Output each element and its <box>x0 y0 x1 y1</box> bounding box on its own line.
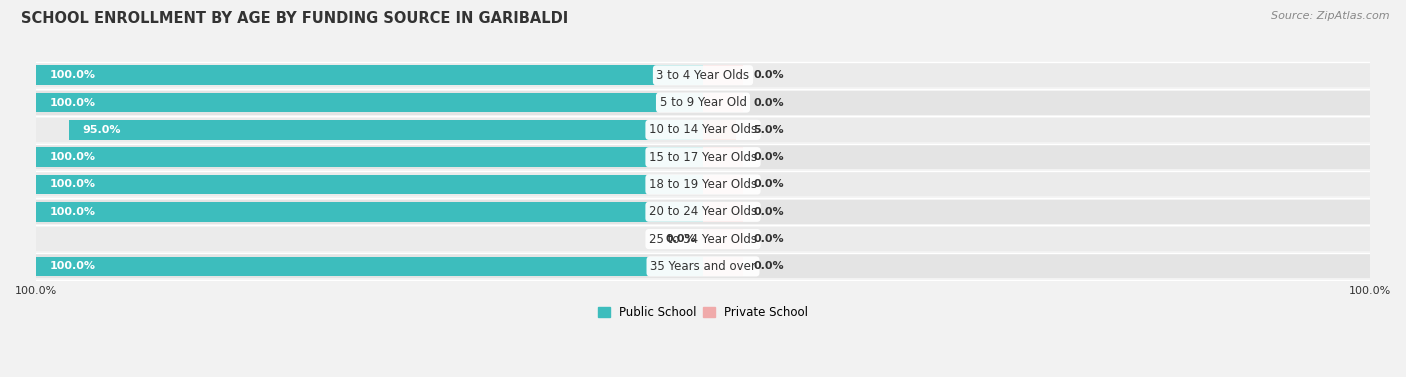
Bar <box>37 175 703 194</box>
Bar <box>37 200 1369 224</box>
Bar <box>703 120 737 140</box>
Text: 100.0%: 100.0% <box>49 70 96 80</box>
Legend: Public School, Private School: Public School, Private School <box>593 302 813 324</box>
Text: 0.0%: 0.0% <box>665 234 696 244</box>
Text: 10 to 14 Year Olds: 10 to 14 Year Olds <box>650 123 756 136</box>
Text: 0.0%: 0.0% <box>754 261 783 271</box>
Text: 0.0%: 0.0% <box>754 98 783 107</box>
Text: 100.0%: 100.0% <box>49 98 96 107</box>
Bar <box>703 257 742 276</box>
Text: SCHOOL ENROLLMENT BY AGE BY FUNDING SOURCE IN GARIBALDI: SCHOOL ENROLLMENT BY AGE BY FUNDING SOUR… <box>21 11 568 26</box>
Text: 0.0%: 0.0% <box>754 70 783 80</box>
Text: 0.0%: 0.0% <box>754 207 783 217</box>
Bar <box>703 147 742 167</box>
Bar <box>37 254 1369 279</box>
Bar <box>37 145 1369 169</box>
Bar <box>37 147 703 167</box>
Text: 3 to 4 Year Olds: 3 to 4 Year Olds <box>657 69 749 82</box>
Bar <box>703 229 742 249</box>
Bar <box>37 90 1369 115</box>
Text: 5 to 9 Year Old: 5 to 9 Year Old <box>659 96 747 109</box>
Text: 95.0%: 95.0% <box>83 125 121 135</box>
Bar <box>37 172 1369 196</box>
Text: 100.0%: 100.0% <box>49 152 96 162</box>
Bar <box>703 175 742 194</box>
Text: 15 to 17 Year Olds: 15 to 17 Year Olds <box>650 151 756 164</box>
Text: 35 Years and over: 35 Years and over <box>650 260 756 273</box>
Bar <box>703 66 742 85</box>
Bar <box>37 257 703 276</box>
Bar <box>703 93 742 112</box>
Text: 0.0%: 0.0% <box>754 152 783 162</box>
Bar <box>37 118 1369 142</box>
Bar <box>37 202 703 222</box>
Text: 25 to 34 Year Olds: 25 to 34 Year Olds <box>650 233 756 245</box>
Bar <box>37 227 1369 251</box>
Text: 100.0%: 100.0% <box>49 261 96 271</box>
Bar <box>37 93 703 112</box>
Text: 18 to 19 Year Olds: 18 to 19 Year Olds <box>650 178 756 191</box>
Bar <box>37 66 703 85</box>
Text: 100.0%: 100.0% <box>49 179 96 190</box>
Bar <box>69 120 703 140</box>
Text: 5.0%: 5.0% <box>754 125 783 135</box>
Text: 0.0%: 0.0% <box>754 179 783 190</box>
Bar <box>37 63 1369 87</box>
Text: 0.0%: 0.0% <box>754 234 783 244</box>
Bar <box>703 202 742 222</box>
Text: Source: ZipAtlas.com: Source: ZipAtlas.com <box>1271 11 1389 21</box>
Text: 100.0%: 100.0% <box>49 207 96 217</box>
Text: 20 to 24 Year Olds: 20 to 24 Year Olds <box>650 205 756 218</box>
